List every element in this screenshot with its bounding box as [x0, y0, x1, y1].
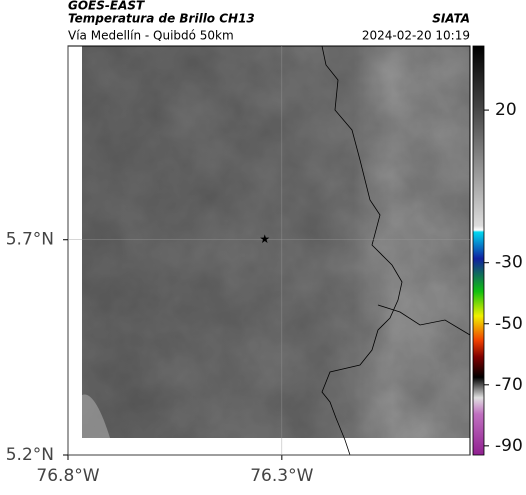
colorbar-tick-label: -50	[495, 314, 523, 334]
y-tick-label: 5.2°N	[6, 445, 54, 465]
border-line	[321, 46, 403, 455]
imagery	[82, 46, 470, 455]
product-label: GOES-EAST	[68, 0, 145, 13]
x-tick-label: 76.3°W	[250, 466, 313, 486]
colorbar-tick-label: -70	[495, 375, 523, 395]
y-tick-label: 5.7°N	[6, 230, 54, 250]
bright-patch	[82, 394, 110, 438]
colorbar-tick-label: -90	[495, 436, 523, 456]
source: SIATA	[432, 12, 470, 26]
title: Temperatura de Brillo CH13	[68, 12, 255, 26]
x-tick-label: 76.8°W	[36, 466, 99, 486]
colorbar-tick-label: -30	[495, 253, 523, 273]
datetime: 2024-02-20 10:19	[362, 29, 470, 43]
imagery-texture	[82, 46, 470, 438]
border-line	[377, 304, 470, 336]
location-marker: ★	[259, 232, 270, 246]
colorbar	[472, 45, 485, 456]
subtitle: Vía Medellín - Quibdó 50km	[68, 29, 234, 43]
colorbar-tick-label: 20	[495, 100, 517, 120]
